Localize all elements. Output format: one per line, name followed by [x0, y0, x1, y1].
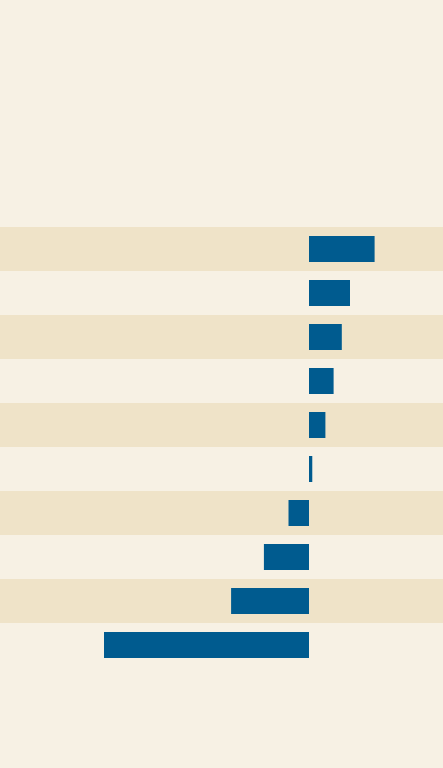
- row-band: [0, 227, 443, 271]
- chart-subtitle: [18, 88, 428, 176]
- bar: [309, 412, 326, 438]
- row-band: [0, 315, 443, 359]
- bar: [309, 368, 334, 394]
- bar: [309, 456, 313, 482]
- row-band: [0, 403, 443, 447]
- bar: [309, 280, 350, 306]
- bar: [231, 588, 309, 614]
- row-band: [0, 491, 443, 535]
- title-block: [18, 40, 428, 176]
- bar: [309, 324, 342, 350]
- row-band: [0, 579, 443, 623]
- bar: [263, 544, 309, 570]
- chart-title: [18, 40, 428, 74]
- bar: [288, 500, 309, 526]
- bar: [104, 632, 309, 658]
- bar-chart: [0, 227, 443, 658]
- bar: [309, 236, 375, 262]
